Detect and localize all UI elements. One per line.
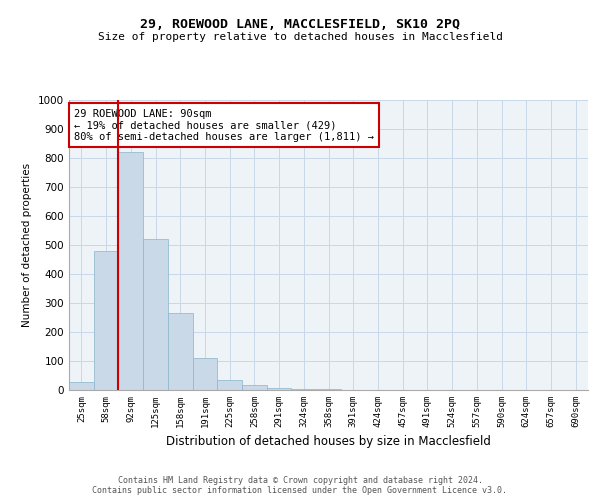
Text: 29, ROEWOOD LANE, MACCLESFIELD, SK10 2PQ: 29, ROEWOOD LANE, MACCLESFIELD, SK10 2PQ — [140, 18, 460, 30]
Bar — [94, 251, 118, 390]
Bar — [292, 388, 316, 390]
Text: Size of property relative to detached houses in Macclesfield: Size of property relative to detached ho… — [97, 32, 503, 42]
Bar — [242, 385, 267, 390]
X-axis label: Distribution of detached houses by size in Macclesfield: Distribution of detached houses by size … — [166, 436, 491, 448]
Text: Contains HM Land Registry data © Crown copyright and database right 2024.
Contai: Contains HM Land Registry data © Crown c… — [92, 476, 508, 495]
Bar — [267, 388, 292, 390]
Bar — [118, 152, 143, 390]
Bar — [217, 380, 242, 390]
Bar — [168, 313, 193, 390]
Text: 29 ROEWOOD LANE: 90sqm
← 19% of detached houses are smaller (429)
80% of semi-de: 29 ROEWOOD LANE: 90sqm ← 19% of detached… — [74, 108, 374, 142]
Bar — [193, 358, 217, 390]
Y-axis label: Number of detached properties: Number of detached properties — [22, 163, 32, 327]
Bar — [69, 382, 94, 390]
Bar — [143, 239, 168, 390]
